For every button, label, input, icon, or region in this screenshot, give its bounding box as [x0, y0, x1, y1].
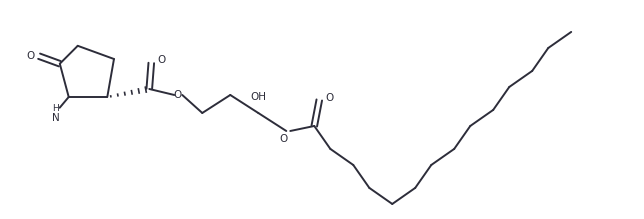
Text: H: H: [52, 104, 59, 113]
Text: N: N: [52, 113, 60, 123]
Text: OH: OH: [251, 92, 266, 102]
Text: O: O: [157, 55, 166, 65]
Text: O: O: [279, 134, 287, 144]
Text: O: O: [173, 90, 182, 100]
Text: O: O: [26, 51, 34, 61]
Text: O: O: [325, 93, 334, 103]
